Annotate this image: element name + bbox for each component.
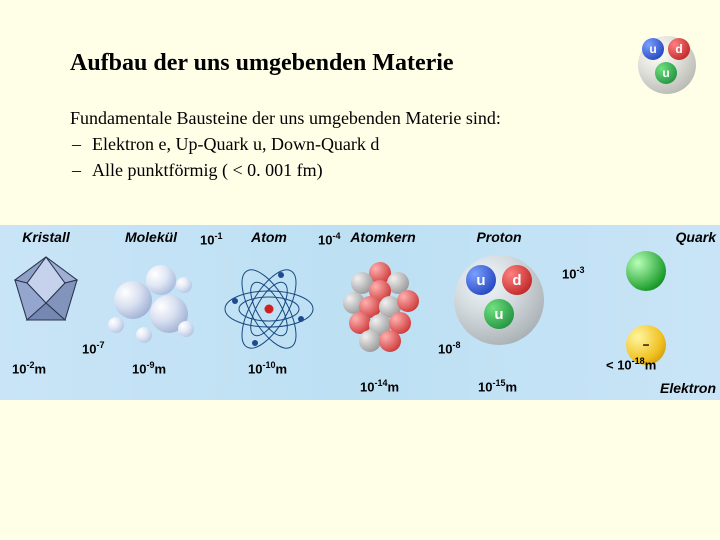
quark-u-icon: u (642, 38, 664, 60)
quark-d-icon: d (668, 38, 690, 60)
intro-line: Fundamentale Bausteine der uns umgebende… (70, 105, 650, 131)
panel-label: Elektron (660, 380, 716, 396)
interscale-label: 10-1 (200, 231, 222, 247)
panel-quark-elektron: Quark < 10-18m Elektron (560, 225, 720, 400)
panel-label: Atom (210, 229, 328, 245)
scale-label: 10-10m (248, 360, 287, 376)
scale-label: < 10-18m (606, 356, 656, 372)
quark-icon (626, 251, 666, 291)
molekul-icon (106, 263, 196, 353)
interscale-label: 10-7 (82, 340, 104, 356)
body-text: Fundamentale Bausteine der uns umgebende… (70, 105, 650, 183)
interscale-label: 10-8 (438, 340, 460, 356)
page-title: Aufbau der uns umgebenden Materie (70, 50, 650, 77)
panel-label: Atomkern (328, 229, 438, 245)
panel-label: Kristall (0, 229, 92, 245)
panel-label: Quark (676, 229, 716, 245)
panel-proton: Proton u d u 10-15m (438, 225, 560, 400)
bullet-item: Alle punktförmig ( < 0. 001 fm) (70, 157, 650, 183)
quark-u-icon: u (484, 299, 514, 329)
scale-label: 10-9m (132, 360, 166, 376)
panel-molekul: Molekül 10-9m (92, 225, 210, 400)
atom-icon (221, 261, 317, 357)
scale-label: 10-14m (360, 378, 399, 394)
scale-strip: Kristall 10-2m Molekül (0, 225, 720, 400)
panel-atom: Atom 10 (210, 225, 328, 400)
proton-corner-icon: u d u (638, 36, 696, 94)
kristall-icon (11, 255, 81, 340)
quark-d-icon: d (502, 265, 532, 295)
quark-u-icon: u (466, 265, 496, 295)
quark-u-icon: u (655, 62, 677, 84)
proton-icon: u d u (454, 255, 544, 345)
panel-label: Proton (438, 229, 560, 245)
scale-label: 10-2m (12, 360, 46, 376)
scale-label: 10-15m (478, 378, 517, 394)
bullet-item: Elektron e, Up-Quark u, Down-Quark d (70, 131, 650, 157)
interscale-label: 10-3 (562, 265, 584, 281)
panel-kristall: Kristall 10-2m (0, 225, 92, 400)
interscale-label: 10-4 (318, 231, 340, 247)
atomkern-icon (341, 260, 425, 356)
panel-atomkern: Atomkern 10-14m (328, 225, 438, 400)
panel-label: Molekül (92, 229, 210, 245)
